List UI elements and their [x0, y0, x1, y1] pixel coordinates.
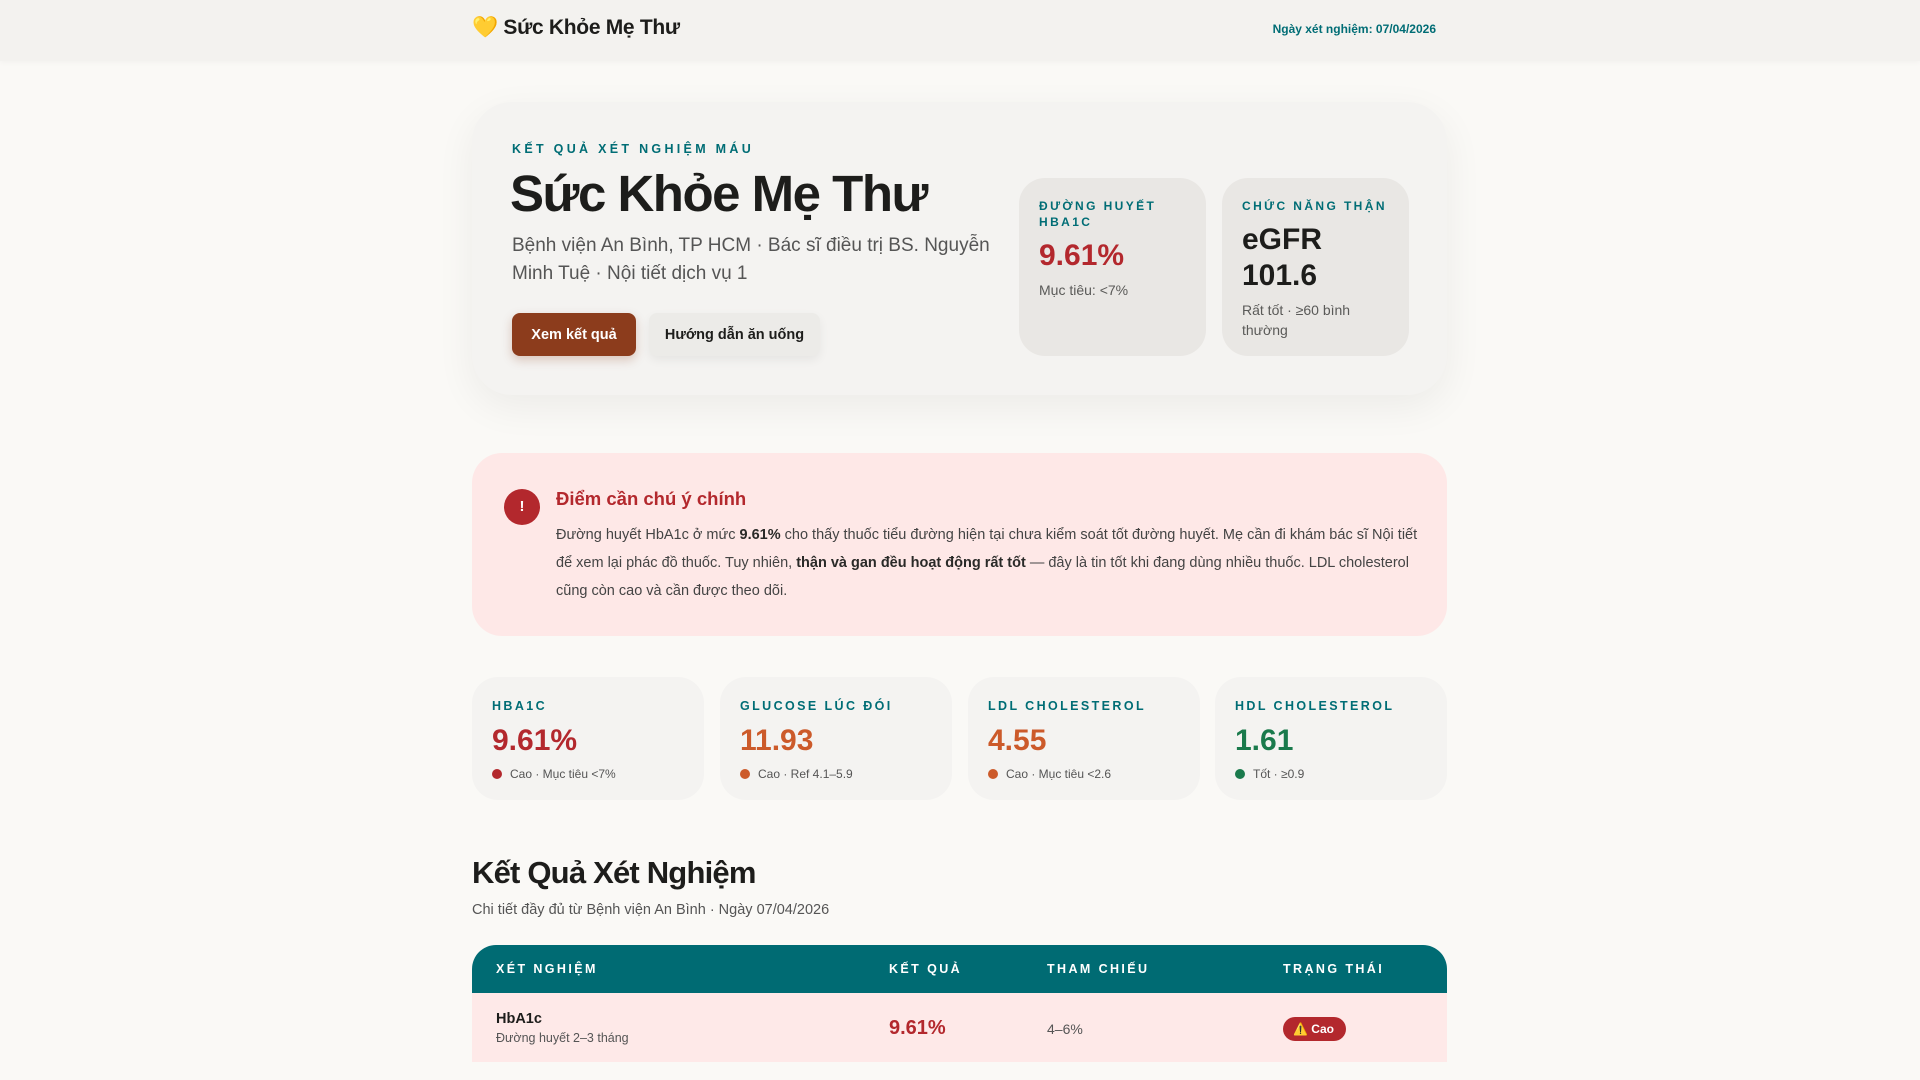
test-reference: 4–6% — [1047, 1021, 1083, 1037]
metric-card-hba1c: HBA1C 9.61% Cao · Mục tiêu <7% — [472, 677, 704, 800]
metric-value: 1.61 — [1235, 724, 1294, 757]
metric-value: 9.61% — [492, 724, 578, 757]
stat-card-hba1c: ĐƯỜNG HUYẾT HBA1C 9.61% Mục tiêu: <7% — [1019, 178, 1206, 356]
metric-card-ldl: LDL CHOLESTEROL 4.55 Cao · Mục tiêu <2.6 — [968, 677, 1200, 800]
metric-card-hdl: HDL CHOLESTEROL 1.61 Tốt · ≥0.9 — [1215, 677, 1447, 800]
status-dot-icon — [1235, 769, 1245, 779]
table-header: XÉT NGHIỆM KẾT QUẢ THAM CHIẾU TRẠNG THÁI — [472, 945, 1447, 993]
page-title: Sức Khỏe Mẹ Thư — [510, 165, 928, 222]
metric-card-glucose: GLUCOSE LÚC ĐÓI 11.93 Cao · Ref 4.1–5.9 — [720, 677, 952, 800]
metric-label: HBA1C — [492, 699, 548, 713]
alert-body: Đường huyết HbA1c ở mức 9.61% cho thấy t… — [556, 527, 1418, 599]
brand-logo[interactable]: 💛 Sức Khỏe Mẹ Thư — [472, 16, 680, 39]
column-header-reference: THAM CHIẾU — [1047, 962, 1150, 976]
stat-note: Rất tốt · ≥60 bình thường — [1242, 302, 1351, 338]
column-header-result: KẾT QUẢ — [889, 962, 963, 976]
stat-value: 9.61% — [1039, 239, 1125, 272]
alert-title: Điểm cần chú ý chính — [556, 488, 747, 509]
status-dot-icon — [492, 769, 502, 779]
stat-note: Mục tiêu: <7% — [1039, 282, 1129, 298]
stat-value: eGFR 101.6 — [1242, 223, 1323, 292]
view-results-button[interactable]: Xem kết quả — [512, 313, 636, 356]
hero-eyebrow: KẾT QUẢ XÉT NGHIỆM MÁU — [512, 142, 755, 156]
status-dot-icon — [988, 769, 998, 779]
metric-note: Cao · Mục tiêu <7% — [492, 767, 684, 781]
top-header: 💛 Sức Khỏe Mẹ Thư Ngày xét nghiệm: 07/04… — [0, 0, 1920, 61]
status-badge: ⚠️ Cao — [1283, 1017, 1346, 1041]
metric-note: Cao · Ref 4.1–5.9 — [740, 767, 932, 781]
stat-label: ĐƯỜNG HUYẾT HBA1C — [1039, 199, 1157, 229]
results-table: XÉT NGHIỆM KẾT QUẢ THAM CHIẾU TRẠNG THÁI… — [472, 945, 1447, 1062]
metric-value: 11.93 — [740, 724, 814, 757]
stat-label: CHỨC NĂNG THẬN — [1242, 199, 1387, 213]
hero-card: KẾT QUẢ XÉT NGHIỆM MÁU Sức Khỏe Mẹ Thư B… — [472, 102, 1447, 395]
metric-label: GLUCOSE LÚC ĐÓI — [740, 699, 893, 713]
hero-subtitle: Bệnh viện An Bình, TP HCM · Bác sĩ điều … — [512, 235, 990, 284]
metric-value: 4.55 — [988, 724, 1047, 757]
metric-note: Tốt · ≥0.9 — [1235, 767, 1427, 781]
test-description: Đường huyết 2–3 tháng — [496, 1031, 629, 1045]
alert-icon: ! — [504, 489, 540, 525]
section-title: Kết Quả Xét Nghiệm — [472, 855, 756, 890]
test-name: HbA1c — [496, 1011, 542, 1027]
column-header-test: XÉT NGHIỆM — [496, 962, 598, 976]
test-result: 9.61% — [889, 1017, 946, 1039]
table-row: HbA1c Đường huyết 2–3 tháng 9.61% 4–6% ⚠… — [472, 993, 1447, 1062]
diet-guide-button[interactable]: Hướng dẫn ăn uống — [649, 313, 820, 356]
metric-label: LDL CHOLESTEROL — [988, 699, 1146, 713]
metric-note: Cao · Mục tiêu <2.6 — [988, 767, 1180, 781]
column-header-status: TRẠNG THÁI — [1283, 962, 1385, 976]
status-dot-icon — [740, 769, 750, 779]
stat-card-kidney: CHỨC NĂNG THẬN eGFR 101.6 Rất tốt · ≥60 … — [1222, 178, 1409, 356]
test-date: Ngày xét nghiệm: 07/04/2026 — [1272, 22, 1436, 36]
key-alert: ! Điểm cần chú ý chính Đường huyết HbA1c… — [472, 453, 1447, 636]
metric-label: HDL CHOLESTEROL — [1235, 699, 1395, 713]
section-subtitle: Chi tiết đầy đủ từ Bệnh viện An Bình · N… — [472, 902, 830, 918]
